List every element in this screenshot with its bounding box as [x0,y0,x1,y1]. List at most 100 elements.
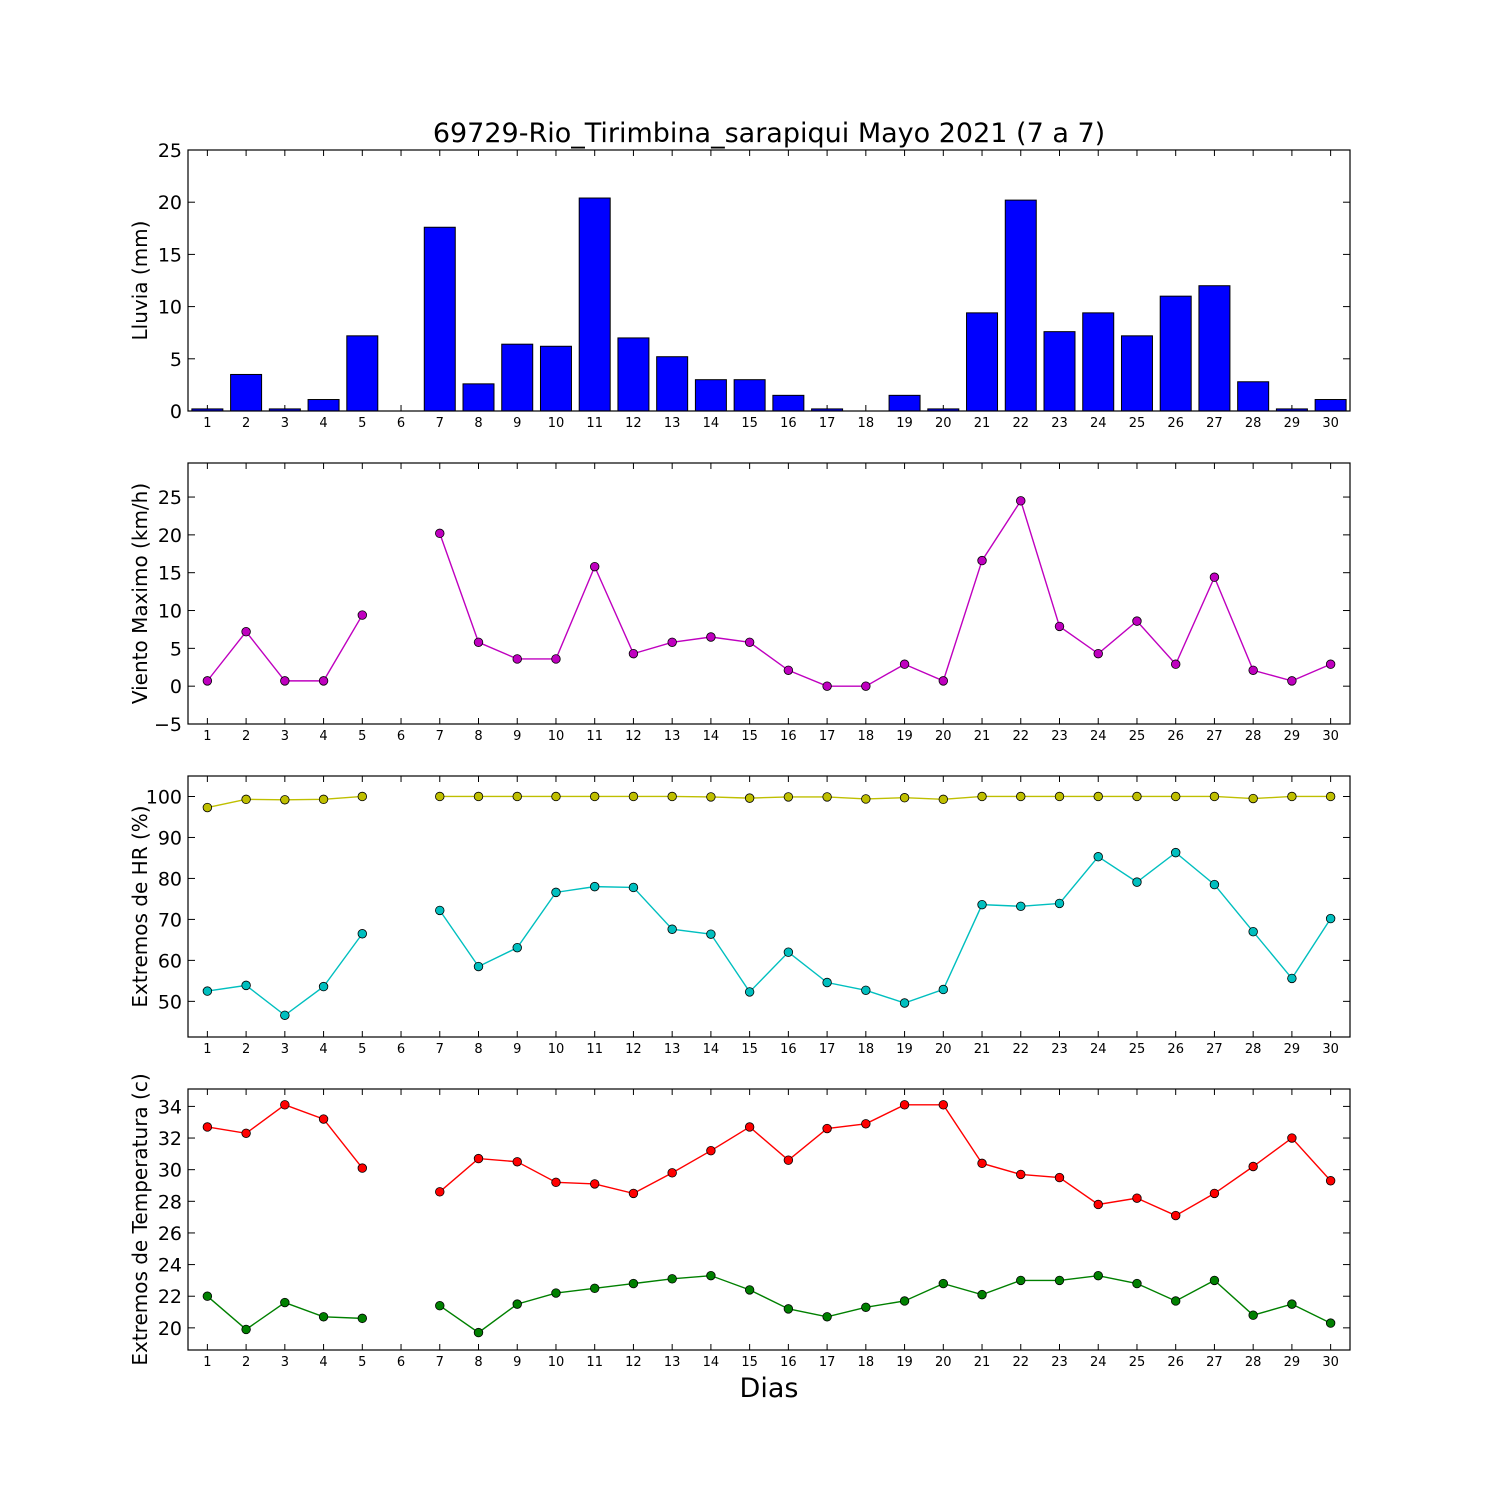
series-2-point [628,1278,639,1289]
y-tick-label: 20 [158,1318,182,1340]
x-tick-label: 5 [358,1355,366,1370]
x-tick-label: 28 [1245,1042,1262,1057]
series-1-point [512,654,522,664]
x-tick-label: 7 [436,1042,444,1057]
series-2-point [1325,913,1336,924]
x-tick-label: 13 [664,1042,681,1057]
x-tick-label: 4 [319,729,327,744]
y-tick-label: 90 [158,827,182,849]
series-1-point [1093,648,1103,659]
series-1-point [1170,659,1181,669]
series-2-point [783,1304,794,1314]
x-tick-label: 13 [664,416,681,431]
series-1-point [590,1179,600,1189]
y-axis-label: Viento Maximo (km/h) [128,483,152,704]
rain-bar [966,312,999,412]
x-tick-label: 8 [474,416,482,431]
x-tick-label: 4 [319,416,327,431]
series-2-point [435,905,445,916]
series-1-point [1016,1169,1026,1180]
series-1-point [1248,1161,1258,1172]
series-1-point [1248,665,1258,675]
series-2-point [473,1327,484,1338]
plot-frame [187,462,1351,725]
series-2-point [1132,877,1142,887]
series-2-point [1209,1275,1220,1286]
series-1-point [744,793,755,803]
x-tick-label: 6 [397,416,405,431]
x-tick-label: 27 [1206,1355,1223,1370]
x-tick-label: 27 [1206,729,1223,744]
y-tick-label: 10 [158,297,182,319]
x-tick-label: 21 [974,1042,991,1057]
series-1-point [822,792,832,802]
series-2-point [318,981,329,992]
plot-area [188,776,1350,1037]
series-2-point [861,1302,871,1312]
x-tick-label: 30 [1322,416,1339,431]
series-2-point [241,1324,251,1335]
series-1-point [357,610,368,620]
series-2-point [899,998,910,1008]
chart-title: 69729-Rio_Tirimbina_sarapiqui Mayo 2021 … [433,118,1105,149]
series-2-point [667,924,677,934]
series-1-point [1016,791,1026,802]
series-2-point [822,977,832,988]
series-1-point [977,555,987,566]
series-1-point [1170,791,1181,802]
series-1-point [241,794,251,805]
x-tick-label: 25 [1129,729,1146,744]
x-tick-label: 15 [741,1042,758,1057]
x-tick-label: 30 [1322,1355,1339,1370]
series-1-point [783,1155,794,1165]
x-tick-label: 3 [281,416,289,431]
series-1-point [899,659,910,669]
y-tick-label: 70 [158,909,182,931]
series-2-point [1093,1270,1103,1281]
rain-bar [230,373,263,412]
series-1-point [1209,1188,1220,1199]
series-2-point [1054,898,1065,909]
series-1-point [473,1153,484,1164]
series-1-point [551,654,561,664]
rain-bar [694,379,727,412]
series-1-point [667,791,677,802]
x-tick-label: 26 [1167,416,1184,431]
plot-area [188,150,1350,411]
x-tick-label: 29 [1284,1355,1301,1370]
series-1-point [744,1122,755,1132]
x-tick-label: 2 [242,416,250,431]
y-tick-label: 60 [158,950,182,972]
y-axis-label: Extremos de HR (%) [128,805,152,1007]
series-1-point [783,665,794,675]
series-2-point [590,881,600,892]
x-tick-label: 16 [780,729,797,744]
series-2-point [706,929,716,939]
series-1-point [1248,793,1258,804]
y-tick-label: 20 [158,192,182,214]
series-1-point [628,791,639,802]
y-tick-label: 50 [158,991,182,1013]
series-2-point [744,987,755,997]
x-tick-label: 3 [281,1042,289,1057]
x-axis-label: Dias [740,1373,799,1404]
series-2-point [202,986,213,996]
series-1-point [318,1114,329,1124]
x-tick-label: 4 [319,1042,327,1057]
rain-bar [501,343,534,412]
series-1-point [861,681,871,691]
x-tick-label: 12 [625,729,642,744]
x-tick-label: 24 [1090,1355,1107,1370]
rain-bar [656,356,689,412]
x-tick-label: 16 [780,1042,797,1057]
series-1-point [977,1158,987,1169]
series-2-point [1170,847,1181,858]
series-2-point [512,1299,522,1309]
x-tick-label: 24 [1090,729,1107,744]
y-tick-label: 32 [158,1128,182,1150]
x-tick-label: 10 [548,416,565,431]
series-1-point [977,791,987,802]
series-1-point [1325,791,1336,802]
